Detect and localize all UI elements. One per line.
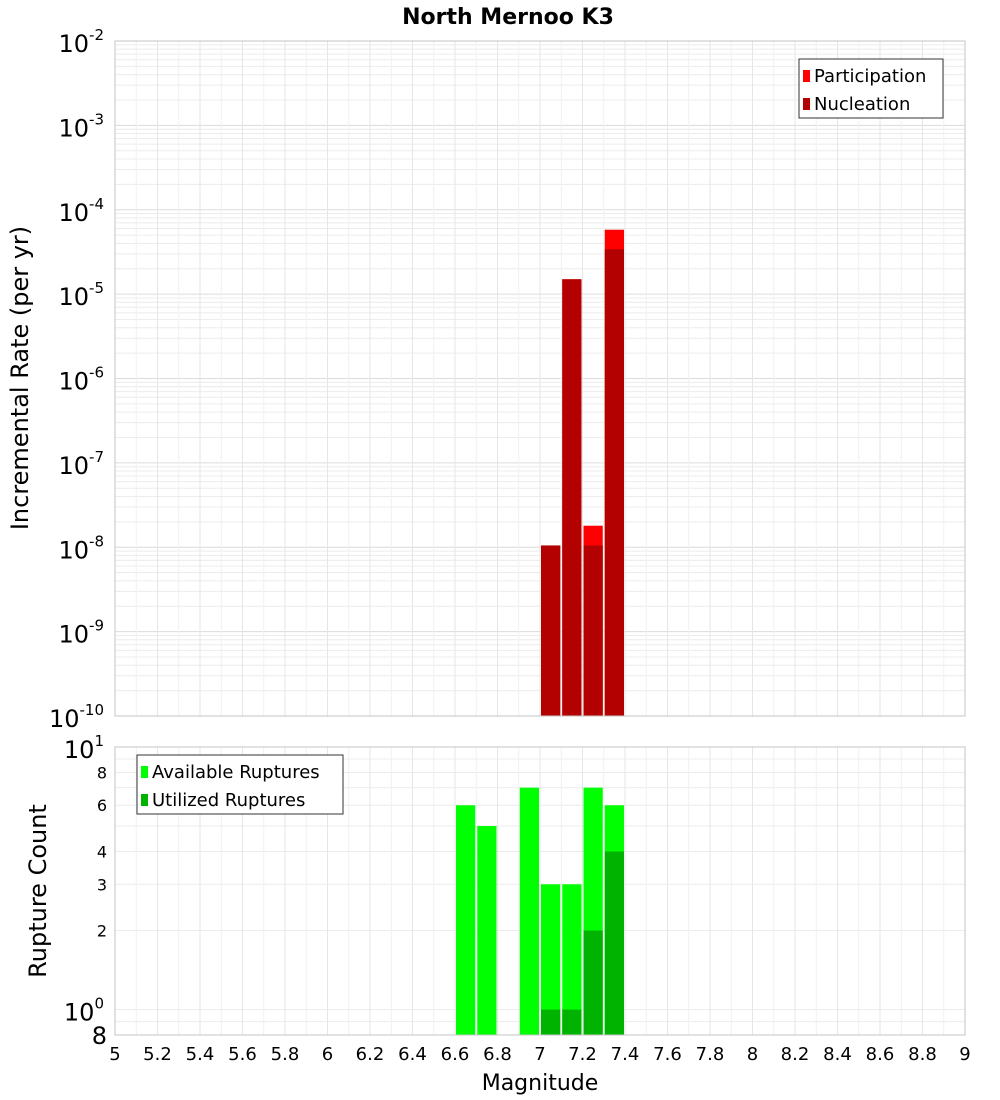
x-tick-label: 7 [534, 1044, 545, 1065]
tick-base: 10 [58, 368, 89, 396]
tick-base: 10 [64, 999, 95, 1027]
top-bar-nucleation [604, 249, 624, 716]
top-y-tick-label: 10-8 [58, 532, 104, 564]
tick-exponent: -2 [89, 26, 104, 44]
top-legend-swatch [803, 70, 810, 82]
top-plot-frame [114, 40, 966, 717]
bottom-bar-available-ruptures [562, 884, 582, 1035]
x-tick-label: 9 [959, 1044, 970, 1065]
bottom-bar-available-ruptures [519, 787, 539, 1035]
top-y-tick-label: 10-10 [49, 701, 104, 733]
x-tick-label: 7.8 [696, 1044, 725, 1065]
x-tick-label: 7.4 [611, 1044, 640, 1065]
bottom-legend-swatch [141, 794, 148, 806]
tick-exponent: 0 [94, 995, 104, 1013]
bottom-legend-label: Available Ruptures [152, 762, 320, 783]
x-tick-label: 5.2 [143, 1044, 172, 1065]
top-legend-swatch [803, 98, 810, 110]
x-tick-label: 7.2 [568, 1044, 597, 1065]
bottom-bar-available-ruptures [477, 826, 497, 1035]
bottom-y-tick-label: 101 [64, 732, 104, 764]
x-tick-label: 5.6 [228, 1044, 257, 1065]
top-bar-nucleation [541, 545, 561, 716]
top-y-tick-label: 10-5 [58, 279, 104, 311]
bottom-y-tick-label: 100 [64, 995, 104, 1027]
top-y-axis-label: Incremental Rate (per yr) [6, 226, 34, 530]
x-tick-label: 5.4 [186, 1044, 215, 1065]
top-legend-box [798, 58, 944, 119]
x-tick-label: 6 [322, 1044, 333, 1065]
bottom-y-minor-tick-label: 8 [92, 1022, 107, 1050]
tick-exponent: 1 [94, 732, 104, 750]
tick-exponent: -5 [89, 279, 104, 297]
x-tick-label: 6.6 [441, 1044, 470, 1065]
x-tick-label: 5.8 [271, 1044, 300, 1065]
tick-exponent: -6 [89, 364, 104, 382]
top-y-tick-label: 10-4 [58, 195, 104, 227]
x-axis-label: Magnitude [482, 1071, 599, 1096]
chart-title: North Mernoo K3 [402, 5, 614, 30]
x-tick-label: 8.6 [866, 1044, 895, 1065]
tick-base: 10 [58, 283, 89, 311]
top-bar-nucleation [583, 545, 603, 716]
bottom-bar-utilized-ruptures [583, 930, 603, 1035]
tick-exponent: -7 [89, 448, 104, 466]
tick-base: 10 [58, 621, 89, 649]
x-tick-label: 8 [747, 1044, 758, 1065]
top-y-tick-label: 10-7 [58, 448, 104, 480]
tick-exponent: -3 [89, 110, 104, 128]
tick-base: 10 [49, 705, 80, 733]
bottom-y-minor-tick-label: 2 [97, 922, 107, 941]
x-tick-label: 7.6 [653, 1044, 682, 1065]
top-legend-label: Nucleation [814, 94, 910, 115]
bottom-plot-frame [114, 746, 966, 1036]
x-tick-label: 6.8 [483, 1044, 512, 1065]
bottom-bar-available-ruptures [456, 805, 476, 1035]
x-tick-label: 8.2 [781, 1044, 810, 1065]
tick-base: 10 [58, 30, 89, 58]
x-tick-label: 6.4 [398, 1044, 427, 1065]
bottom-bar-utilized-ruptures [541, 1009, 561, 1035]
tick-base: 10 [58, 536, 89, 564]
x-tick-label: 5 [109, 1044, 120, 1065]
bottom-legend-label: Utilized Ruptures [152, 790, 305, 811]
tick-exponent: -4 [89, 195, 104, 213]
tick-base: 10 [64, 736, 95, 764]
bottom-y-minor-tick-label: 8 [97, 763, 107, 782]
bottom-bar-available-ruptures [541, 884, 561, 1035]
tick-exponent: -10 [80, 701, 105, 719]
bottom-y-minor-tick-label: 4 [97, 842, 107, 861]
tick-base: 10 [58, 452, 89, 480]
bottom-legend-swatch [141, 766, 148, 778]
bottom-y-minor-tick-label: 3 [97, 875, 107, 894]
tick-base: 10 [58, 199, 89, 227]
bottom-bar-utilized-ruptures [604, 851, 624, 1035]
top-y-tick-label: 10-9 [58, 617, 104, 649]
x-tick-label: 8.8 [908, 1044, 937, 1065]
tick-base: 10 [58, 114, 89, 142]
tick-exponent: -9 [89, 617, 104, 635]
x-tick-label: 8.4 [823, 1044, 852, 1065]
top-y-tick-label: 10-6 [58, 364, 104, 396]
bottom-y-axis-label: Rupture Count [24, 804, 52, 978]
bottom-bar-utilized-ruptures [562, 1009, 582, 1035]
tick-exponent: -8 [89, 532, 104, 550]
top-y-tick-label: 10-2 [58, 26, 104, 58]
x-tick-label: 6.2 [356, 1044, 385, 1065]
top-legend-label: Participation [814, 66, 926, 87]
top-bar-nucleation [562, 279, 582, 716]
bottom-legend-box [136, 754, 344, 815]
top-y-tick-label: 10-3 [58, 110, 104, 142]
bottom-y-minor-tick-label: 6 [97, 796, 107, 815]
